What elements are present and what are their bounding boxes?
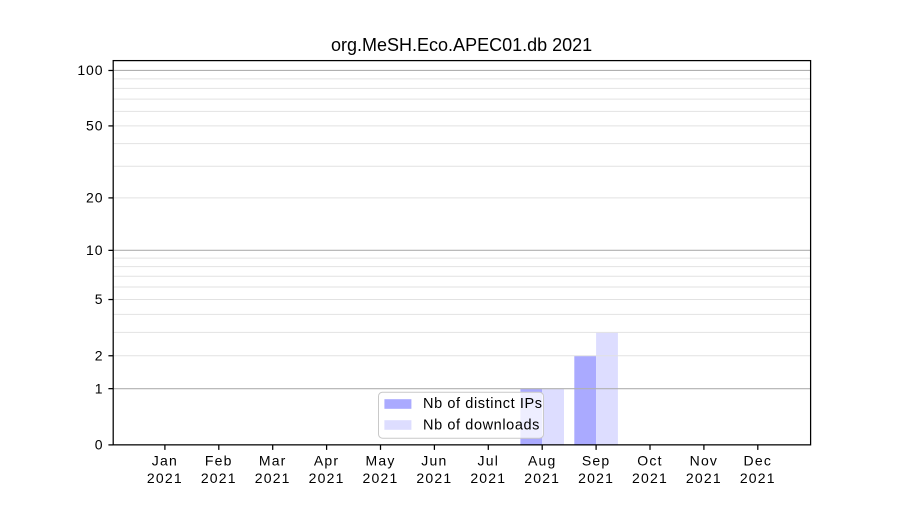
svg-text:2021: 2021 — [309, 470, 345, 486]
svg-text:2021: 2021 — [201, 470, 237, 486]
svg-text:2021: 2021 — [470, 470, 506, 486]
svg-text:Dec: Dec — [744, 453, 773, 469]
svg-text:2021: 2021 — [524, 470, 560, 486]
svg-text:Mar: Mar — [259, 453, 287, 469]
svg-text:Oct: Oct — [637, 453, 662, 469]
svg-text:2021: 2021 — [147, 470, 183, 486]
svg-text:2021: 2021 — [416, 470, 452, 486]
svg-text:Sep: Sep — [582, 453, 611, 469]
svg-text:May: May — [365, 453, 395, 469]
svg-text:Feb: Feb — [205, 453, 233, 469]
svg-text:100: 100 — [77, 62, 103, 78]
svg-text:Nb of distinct IPs: Nb of distinct IPs — [423, 396, 543, 412]
svg-text:2021: 2021 — [632, 470, 668, 486]
svg-text:2: 2 — [95, 347, 104, 363]
svg-text:Jul: Jul — [478, 453, 500, 469]
svg-text:1: 1 — [95, 380, 104, 396]
svg-text:Nb of downloads: Nb of downloads — [423, 417, 540, 433]
svg-text:0: 0 — [95, 437, 104, 453]
svg-text:org.MeSH.Eco.APEC01.db 2021: org.MeSH.Eco.APEC01.db 2021 — [331, 35, 592, 55]
svg-text:Nov: Nov — [690, 453, 719, 469]
svg-text:Aug: Aug — [528, 453, 557, 469]
svg-text:Jan: Jan — [152, 453, 178, 469]
svg-text:Jun: Jun — [421, 453, 447, 469]
svg-text:2021: 2021 — [255, 470, 291, 486]
svg-text:2021: 2021 — [578, 470, 614, 486]
svg-text:5: 5 — [95, 291, 104, 307]
svg-text:20: 20 — [86, 190, 103, 206]
svg-text:10: 10 — [86, 242, 103, 258]
svg-text:2021: 2021 — [740, 470, 776, 486]
svg-text:50: 50 — [86, 118, 103, 134]
svg-text:Apr: Apr — [314, 453, 339, 469]
svg-text:2021: 2021 — [363, 470, 399, 486]
svg-text:2021: 2021 — [686, 470, 722, 486]
